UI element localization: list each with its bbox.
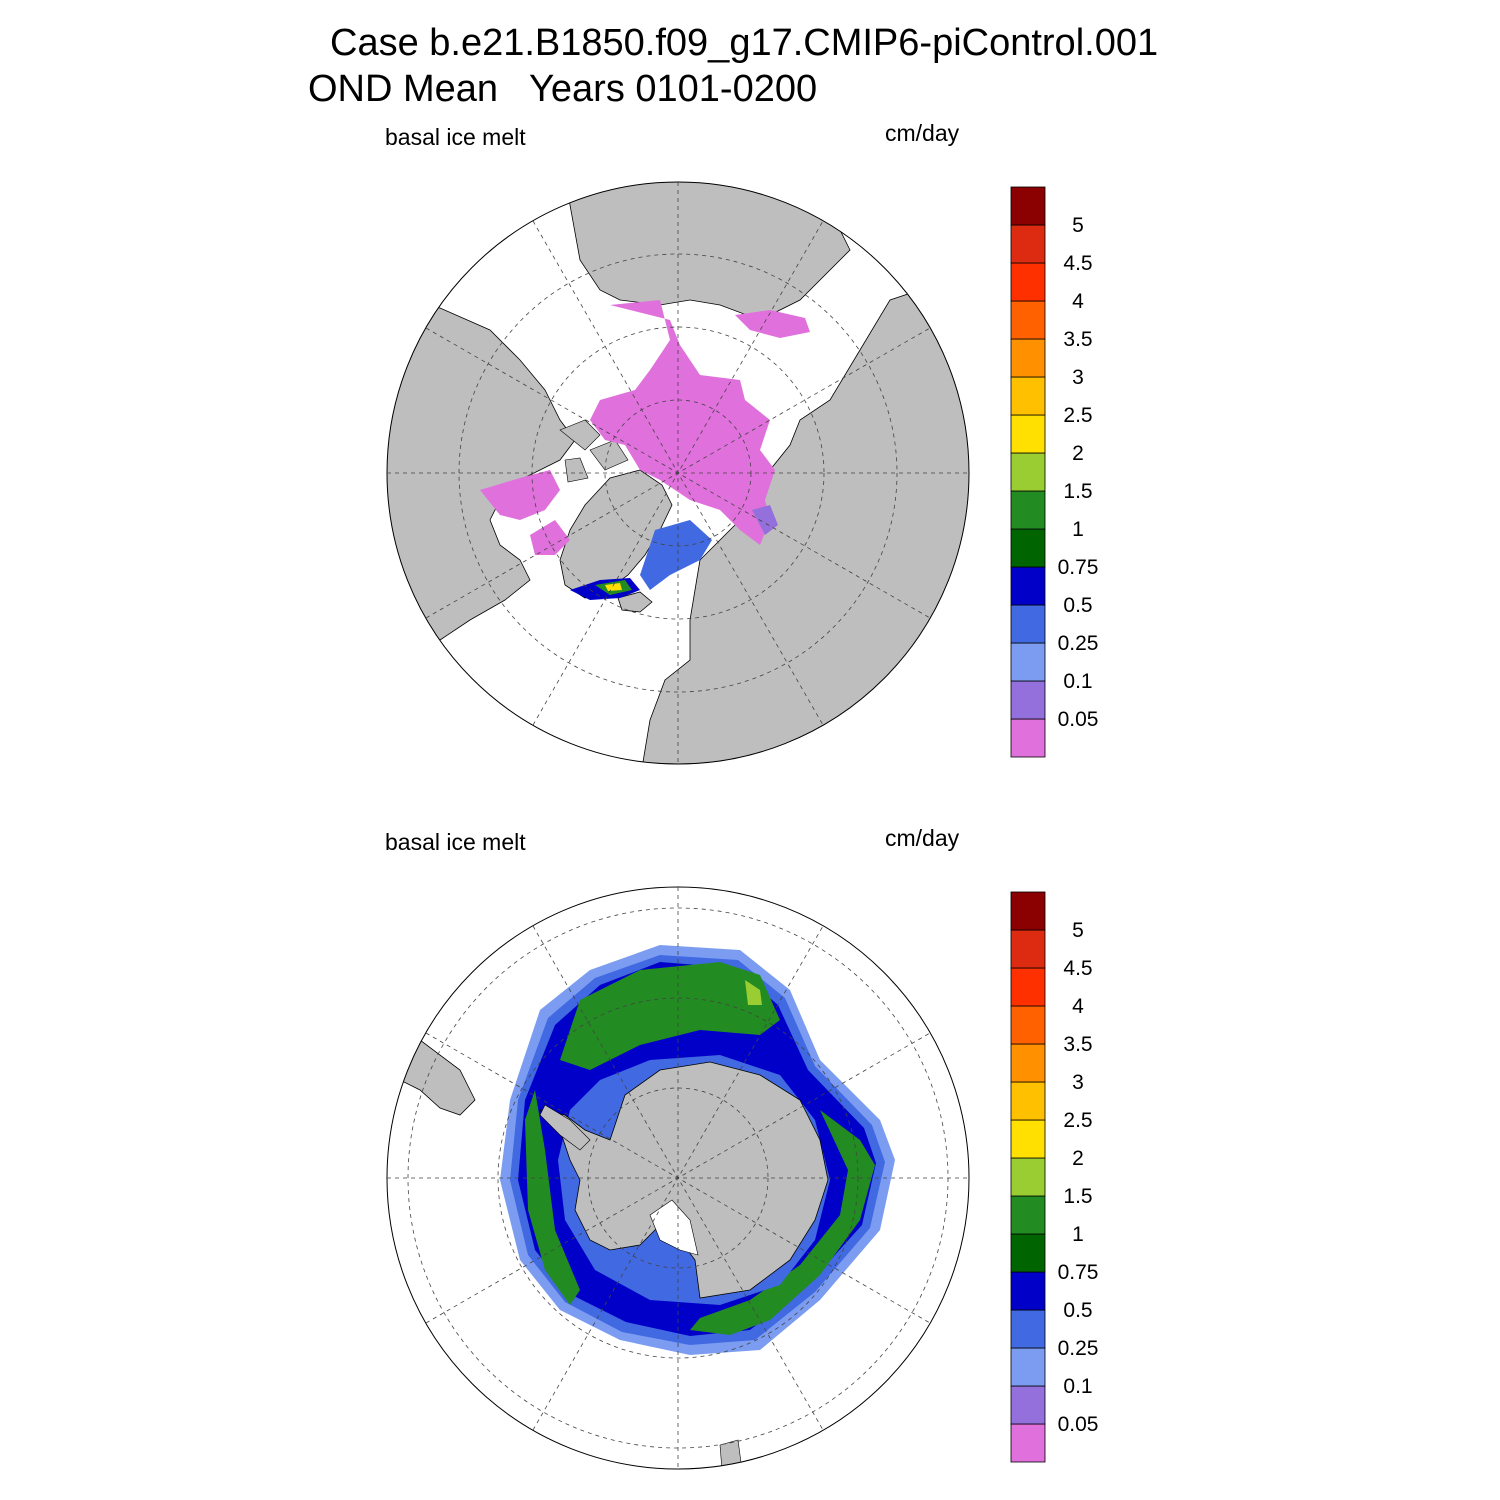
antarctic-ice-melt-green-weddell: [560, 962, 780, 1070]
arctic-colorbar-color-box-6: [1010, 490, 1046, 530]
antarctic-colorbar-color-box-1: [1010, 1385, 1046, 1425]
arctic-colorbar-color-box-11: [1010, 300, 1046, 340]
figure-title-line-1: Case b.e21.B1850.f09_g17.CMIP6-piControl…: [330, 22, 1159, 64]
arctic-colorbar-tick-label: 0.5: [1063, 594, 1092, 617]
antarctic-colorbar-tick-label: 0.1: [1063, 1375, 1092, 1398]
antarctic-colorbar-color-box-13: [1010, 929, 1046, 969]
arctic-colorbar-color-box-4: [1010, 566, 1046, 606]
arctic-ice-melt-barents: [752, 505, 778, 535]
arctic-colorbar-color-box-12: [1010, 262, 1046, 302]
antarctic-colorbar-tick-label: 0.5: [1063, 1299, 1092, 1322]
arctic-colorbar-color-box-7: [1010, 452, 1046, 492]
antarctic-peninsula-land: [539, 1104, 591, 1151]
arctic-colorbar-color-box-1: [1010, 680, 1046, 720]
arctic-colorbar-color-box-3: [1010, 604, 1046, 644]
antarctic-colorbar-tick-label: 3: [1072, 1071, 1084, 1094]
antarctic-colorbar-color-box-2: [1010, 1347, 1046, 1387]
iceland-land: [617, 591, 653, 613]
antarctic-colorbar-color-box-9: [1010, 1081, 1046, 1121]
arctic-panel-variable-label: basal ice melt: [385, 124, 526, 150]
antarctic-colorbar-color-box-4: [1010, 1271, 1046, 1311]
antarctic-colorbar-tick-label: 2.5: [1063, 1109, 1092, 1132]
antarctic-colorbar-tick-label: 2: [1072, 1147, 1084, 1170]
antarctic-panel-variable-label: basal ice melt: [385, 829, 526, 855]
antarctic-colorbar-color-box-0: [1010, 1423, 1046, 1463]
arctic-colorbar-color-box-14: [1010, 186, 1046, 226]
arctic-colorbar-tick-label: 3: [1072, 366, 1084, 389]
antarctic-ice-melt-green-ross: [525, 1090, 580, 1305]
antarctic-graticule: [387, 887, 969, 1469]
arctic-ice-melt-okhotsk: [735, 310, 810, 338]
antarctic-colorbar-tick-label: 4.5: [1063, 957, 1092, 980]
arctic-ice-melt-baffin: [530, 520, 570, 555]
arctic-ice-melt-labrador-max: [605, 583, 622, 591]
antarctic-colorbar-color-box-7: [1010, 1157, 1046, 1197]
figure-title-line-2: OND Mean Years 0101-0200: [308, 68, 818, 110]
antarctic-colorbar-tick-label: 0.25: [1058, 1337, 1099, 1360]
arctic-ice-melt-low: [590, 300, 775, 545]
antarctic-panel-units-label: cm/day: [885, 825, 960, 851]
canadian-archipelago-islands: [559, 419, 629, 483]
arctic-colorbar-color-box-13: [1010, 224, 1046, 264]
antarctic-map: [386, 886, 970, 1470]
southern-continent-fragment: [719, 1439, 743, 1469]
arctic-graticule: [387, 182, 969, 764]
arctic-colorbar-color-box-2: [1010, 642, 1046, 682]
antarctic-colorbar-tick-label: 1: [1072, 1223, 1084, 1246]
arctic-colorbar-tick-label: 3.5: [1063, 328, 1092, 351]
arctic-colorbar-tick-label: 1: [1072, 518, 1084, 541]
arctic-colorbar-tick-label: 0.25: [1058, 632, 1099, 655]
arctic-colorbar-color-box-9: [1010, 376, 1046, 416]
antarctic-colorbar-tick-label: 5: [1072, 919, 1084, 942]
arctic-colorbar-tick-label: 0.75: [1058, 556, 1099, 579]
arctic-colorbar-tick-label: 5: [1072, 214, 1084, 237]
antarctic-colorbar-color-box-14: [1010, 891, 1046, 931]
arctic-colorbar-color-box-0: [1010, 718, 1046, 758]
arctic-map: [386, 181, 970, 765]
greenland-land: [559, 469, 673, 599]
arctic-colorbar-color-box-5: [1010, 528, 1046, 568]
arctic-colorbar-tick-label: 4.5: [1063, 252, 1092, 275]
antarctic-ice-melt-yellowgreen: [745, 980, 762, 1005]
antarctic-colorbar-color-box-6: [1010, 1195, 1046, 1235]
arctic-panel-units-label: cm/day: [885, 120, 960, 146]
antarctic-colorbar-tick-label: 3.5: [1063, 1033, 1092, 1056]
arctic-colorbar-tick-label: 2.5: [1063, 404, 1092, 427]
antarctic-colorbar-tick-label: 1.5: [1063, 1185, 1092, 1208]
antarctic-colorbar-tick-label: 0.75: [1058, 1261, 1099, 1284]
antarctic-colorbar-color-box-11: [1010, 1005, 1046, 1045]
antarctic-colorbar-color-box-3: [1010, 1309, 1046, 1349]
ice-shelf-white: [649, 1199, 699, 1256]
antarctic-colorbar-color-box-5: [1010, 1233, 1046, 1273]
arctic-colorbar-color-box-10: [1010, 338, 1046, 378]
arctic-ice-melt-greenland-sea: [640, 520, 712, 590]
arctic-ice-melt-hudson: [480, 470, 560, 520]
arctic-colorbar-tick-label: 0.1: [1063, 670, 1092, 693]
colorbar-arctic: 0.05 0.1 0.25 0.5 0.75 1 1.5 2 2.5 3 3.5 4 4.5 5: [1010, 186, 1099, 758]
arctic-colorbar-tick-label: 2: [1072, 442, 1084, 465]
arctic-colorbar-tick-label: 0.05: [1058, 708, 1099, 731]
antarctic-colorbar-color-box-12: [1010, 967, 1046, 1007]
colorbar-antarctic: 0.05 0.1 0.25 0.5 0.75 1 1.5 2 2.5 3 3.5 4 4.5 5: [1010, 891, 1099, 1463]
arctic-colorbar-color-box-8: [1010, 414, 1046, 454]
antarctic-colorbar-color-box-8: [1010, 1119, 1046, 1159]
antarctic-colorbar-tick-label: 4: [1072, 995, 1084, 1018]
antarctic-colorbar-color-box-10: [1010, 1043, 1046, 1083]
arctic-colorbar-tick-label: 4: [1072, 290, 1084, 313]
antarctic-colorbar-tick-label: 0.05: [1058, 1413, 1099, 1436]
antarctic-ice-melt-green-east: [690, 1110, 875, 1335]
arctic-colorbar-tick-label: 1.5: [1063, 480, 1092, 503]
